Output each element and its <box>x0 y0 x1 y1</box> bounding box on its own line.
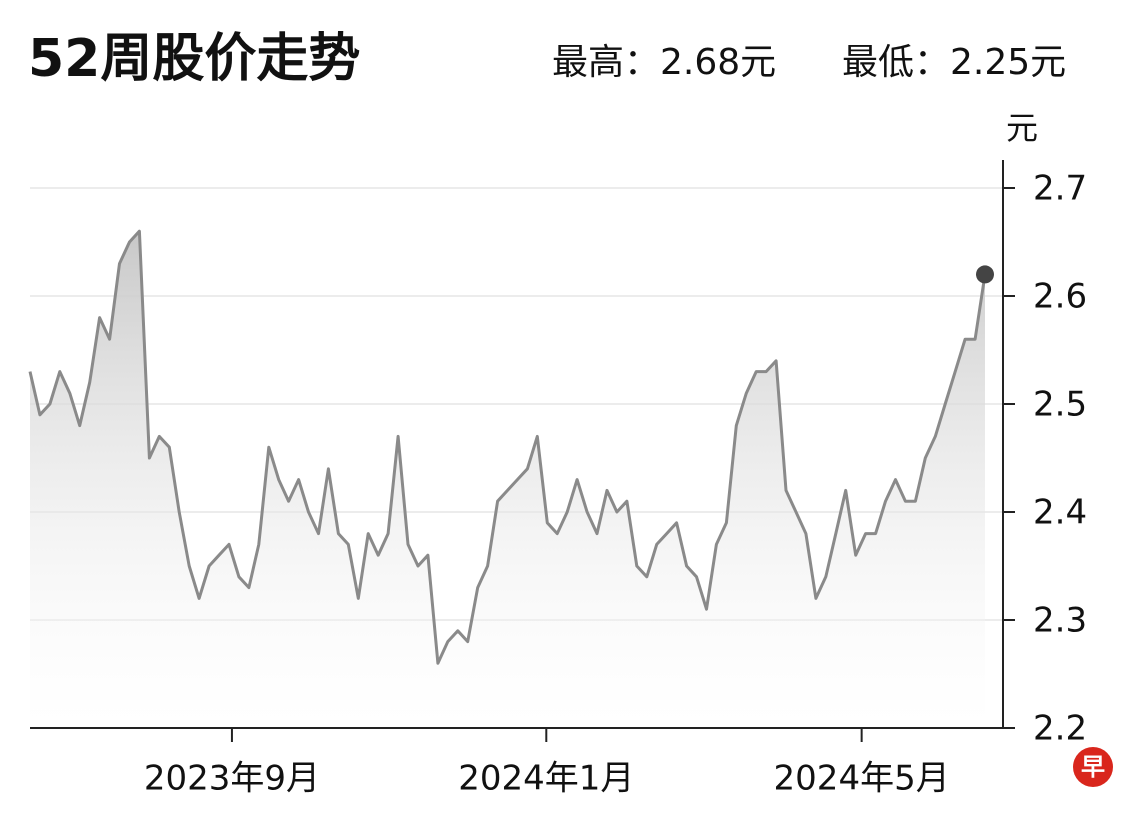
y-tick-label: 2.4 <box>1033 493 1087 533</box>
price-line <box>28 229 987 665</box>
y-tick-label: 2.7 <box>1033 169 1087 209</box>
y-tick-label: 2.6 <box>1033 277 1087 317</box>
logo-badge <box>1073 747 1113 787</box>
low-label: 最低：2.25元 <box>842 42 1066 83</box>
y-tick-label: 2.2 <box>1033 709 1087 749</box>
x-tick-label: 2023年9月 <box>144 759 320 799</box>
y-tick-label: 2.5 <box>1033 385 1087 425</box>
y-tick-label: 2.3 <box>1033 601 1087 641</box>
logo: 早 <box>1081 753 1105 781</box>
chart-title: 52周股价走势 <box>28 29 360 89</box>
high-label: 最高：2.68元 <box>552 42 776 83</box>
x-tick-label: 2024年1月 <box>458 759 634 799</box>
y-unit: 元 <box>1006 109 1038 147</box>
x-tick-label: 2024年5月 <box>774 759 950 799</box>
area <box>30 231 985 728</box>
last-point <box>976 265 994 284</box>
